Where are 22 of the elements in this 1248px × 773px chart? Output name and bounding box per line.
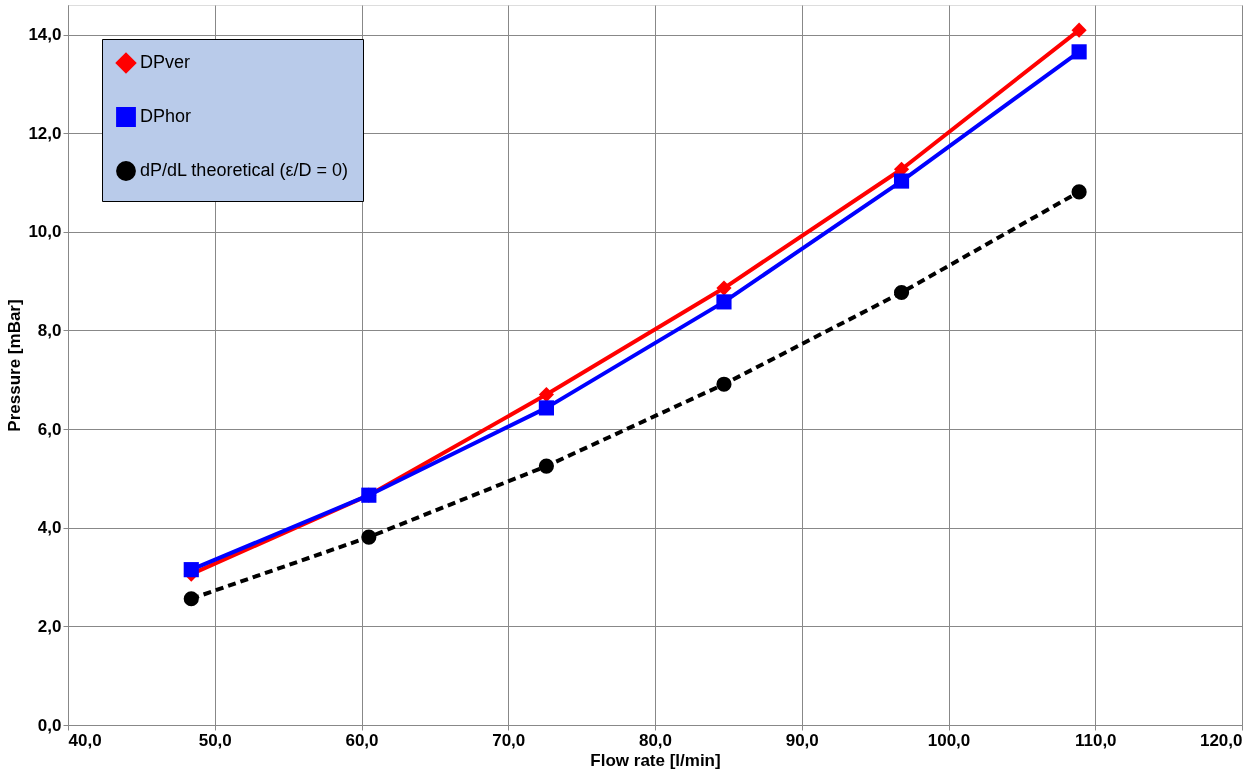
- y-tick-label: 12,0: [28, 123, 62, 143]
- legend-label: dP/dL theoretical (ε/D = 0): [140, 160, 348, 180]
- y-tick-label: 0,0: [37, 715, 62, 735]
- y-tick-label: 10,0: [28, 222, 62, 242]
- x-tick-label: 110,0: [1074, 730, 1117, 750]
- x-tick-label: 70,0: [492, 730, 526, 750]
- x-tick-label: 100,0: [927, 730, 971, 750]
- x-tick-label: 60,0: [345, 730, 379, 750]
- legend-label: DPver: [140, 52, 191, 72]
- x-tick-label: 80,0: [638, 730, 673, 750]
- y-tick-label: 14,0: [28, 25, 62, 45]
- y-tick-label: 6,0: [37, 419, 62, 439]
- y-axis-title: Pressure [mBar]: [5, 299, 25, 432]
- y-tick-label: 8,0: [37, 320, 62, 340]
- x-axis-title: Flow rate [l/min]: [590, 750, 721, 770]
- legend-label: DPhor: [140, 106, 192, 126]
- x-tick-label: 50,0: [198, 730, 232, 750]
- y-tick-label: 4,0: [37, 518, 62, 538]
- y-tick-label: 2,0: [37, 616, 62, 636]
- x-tick-label: 90,0: [785, 730, 819, 750]
- x-tick-label: 120,0: [1199, 730, 1243, 750]
- x-tick-label: 40,0: [68, 730, 102, 750]
